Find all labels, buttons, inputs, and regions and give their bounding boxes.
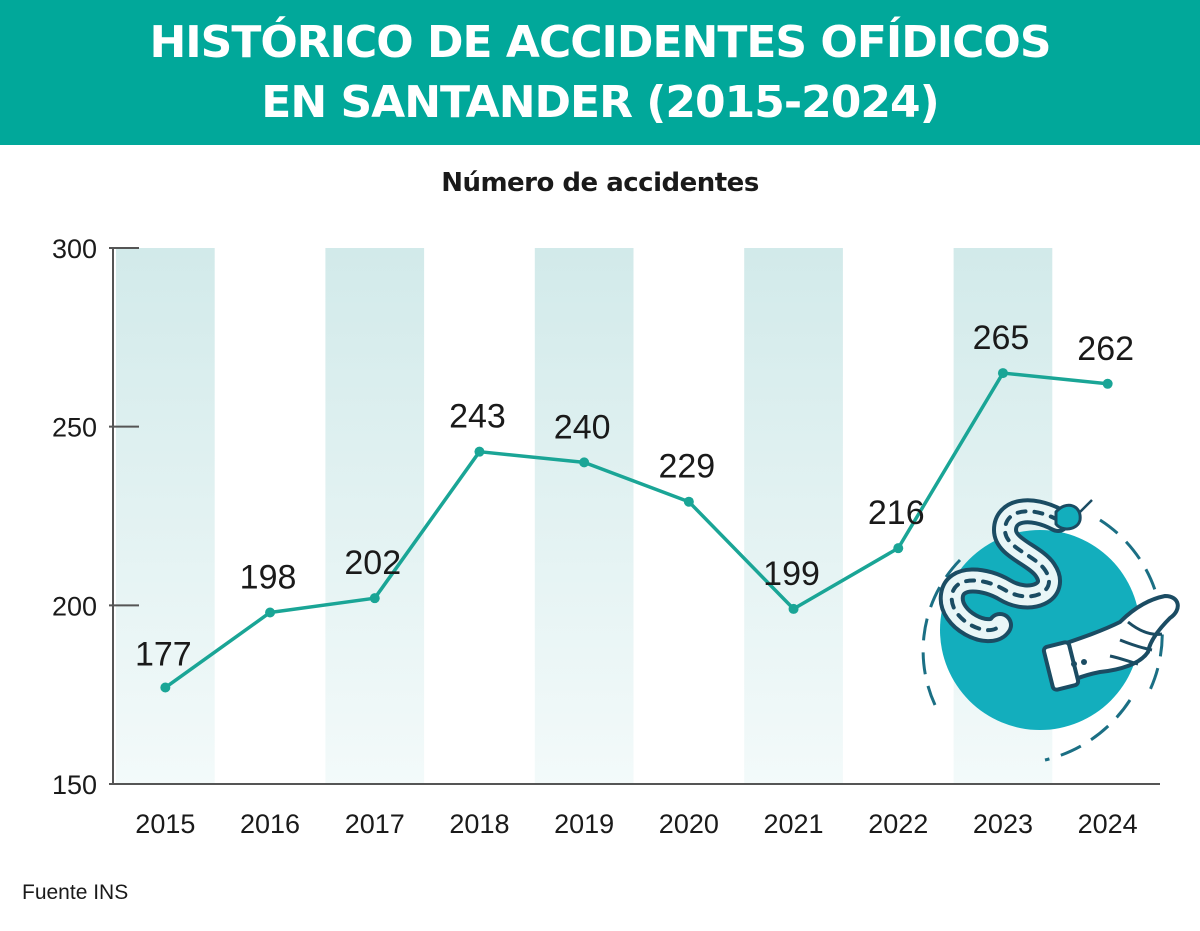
data-label: 240 bbox=[554, 408, 611, 446]
dashed-arc-left bbox=[921, 558, 962, 706]
background-band bbox=[116, 248, 215, 784]
y-tick-label: 250 bbox=[52, 413, 97, 443]
x-tick-label: 2021 bbox=[764, 809, 824, 839]
data-label: 243 bbox=[449, 398, 506, 436]
data-labels: 177 198 202 243 240 229 199 216 265 262 bbox=[135, 319, 1134, 673]
x-tick-label: 2019 bbox=[554, 809, 614, 839]
data-label: 262 bbox=[1077, 330, 1134, 368]
source-note: Fuente INS bbox=[22, 881, 129, 904]
background-band bbox=[325, 248, 425, 784]
data-label: 199 bbox=[763, 555, 820, 593]
data-point bbox=[893, 543, 904, 554]
dashed-arc-bottom bbox=[1044, 699, 1132, 762]
x-tick-label: 2018 bbox=[449, 809, 509, 839]
chart-title-line-2: EN SANTANDER (2015-2024) bbox=[261, 77, 939, 128]
background-band bbox=[744, 248, 843, 784]
background-bands bbox=[116, 248, 1053, 784]
data-point bbox=[1102, 378, 1113, 389]
snake-icon bbox=[938, 498, 1093, 644]
data-point bbox=[997, 368, 1008, 379]
background-band bbox=[534, 248, 634, 784]
title-banner: HISTÓRICO DE ACCIDENTES OFÍDICOS EN SANT… bbox=[0, 0, 1200, 145]
chart-title-line-1: HISTÓRICO DE ACCIDENTES OFÍDICOS bbox=[149, 17, 1051, 68]
series-line bbox=[164, 371, 1108, 689]
data-label: 265 bbox=[973, 319, 1030, 357]
data-label: 202 bbox=[344, 544, 401, 582]
snakebite-illustration bbox=[921, 498, 1180, 762]
x-tick-label: 2022 bbox=[868, 809, 928, 839]
y-tick-label: 300 bbox=[52, 234, 97, 264]
data-point bbox=[265, 607, 276, 618]
data-label: 198 bbox=[240, 558, 297, 596]
hand-icon bbox=[1041, 594, 1180, 692]
data-point bbox=[579, 457, 590, 468]
data-point bbox=[788, 603, 799, 614]
data-point bbox=[160, 682, 171, 693]
x-tick-label: 2020 bbox=[659, 809, 719, 839]
series-line-group bbox=[160, 368, 1113, 693]
x-tick-label: 2017 bbox=[345, 809, 405, 839]
chart-subtitle: Número de accidentes bbox=[441, 168, 759, 198]
x-tick-label: 2024 bbox=[1078, 809, 1138, 839]
data-label: 177 bbox=[135, 636, 192, 674]
data-label: 229 bbox=[658, 448, 715, 486]
data-label: 216 bbox=[868, 494, 925, 532]
data-point bbox=[474, 446, 485, 457]
y-tick-label: 150 bbox=[52, 770, 97, 800]
y-tick-label: 200 bbox=[52, 591, 97, 621]
x-tick-label: 2015 bbox=[135, 809, 195, 839]
data-point bbox=[369, 593, 380, 604]
x-tick-label: 2016 bbox=[240, 809, 300, 839]
data-point bbox=[683, 496, 694, 507]
x-tick-label: 2023 bbox=[973, 809, 1033, 839]
